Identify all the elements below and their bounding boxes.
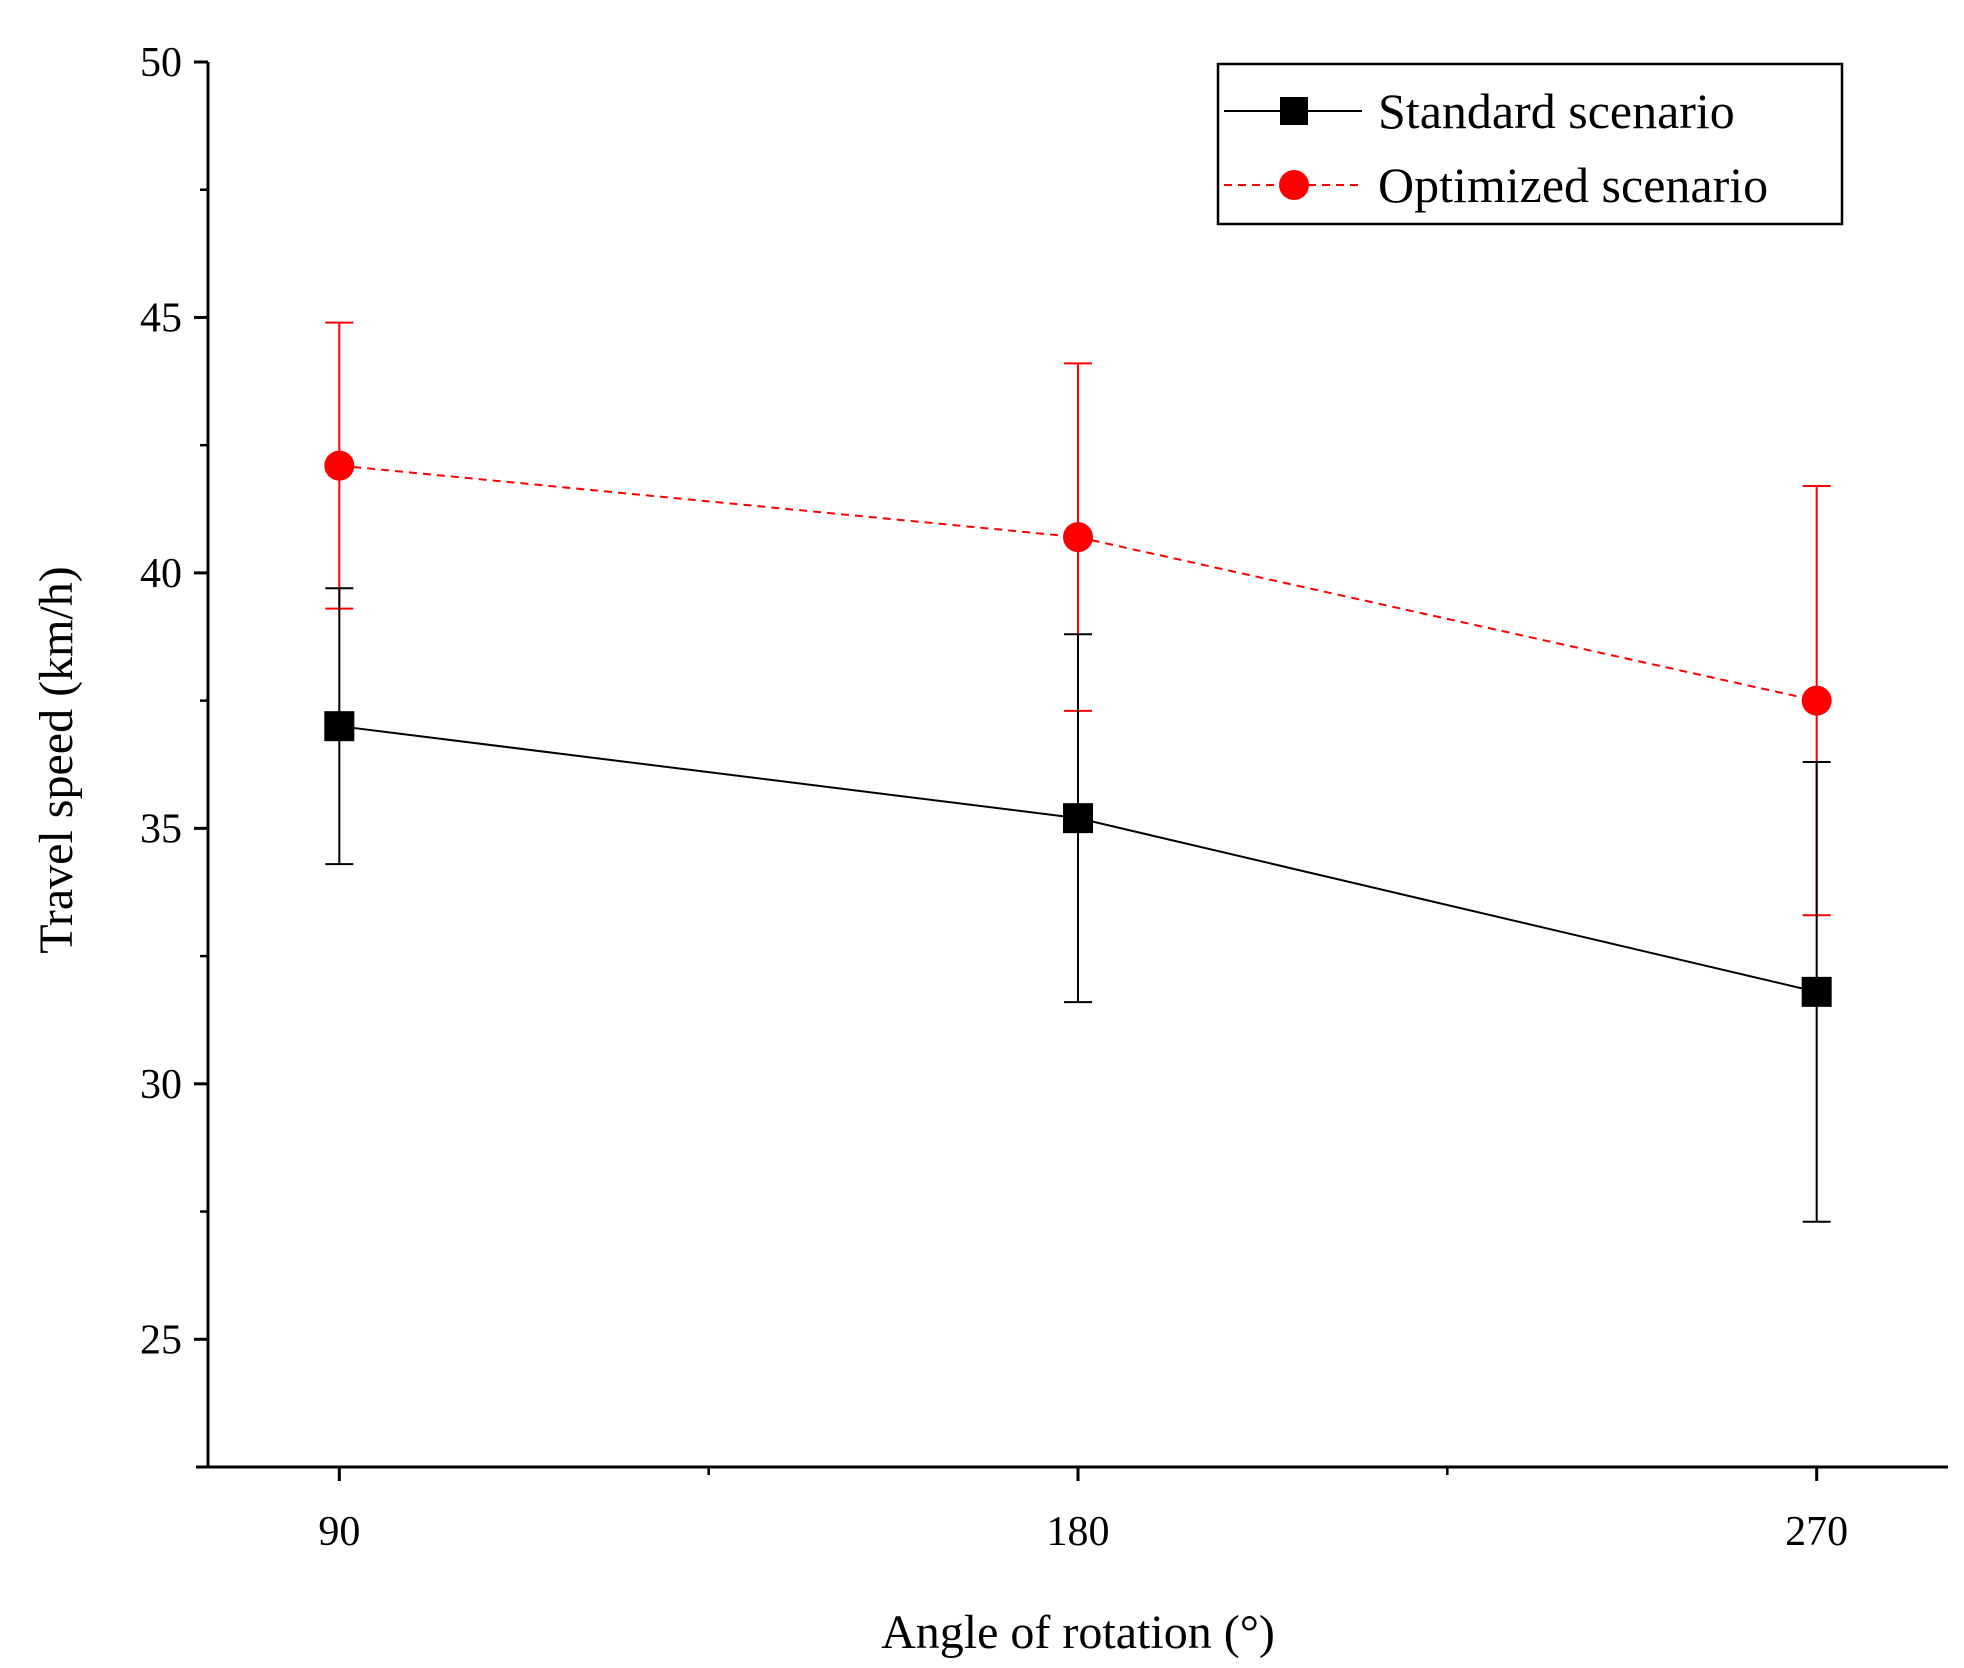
legend: Standard scenario Optimized scenario xyxy=(1216,62,1844,226)
x-tick-label: 90 xyxy=(318,1509,360,1555)
x-tick-label: 270 xyxy=(1785,1509,1848,1555)
y-tick-label: 45 xyxy=(140,295,182,341)
series-layer xyxy=(324,321,1832,1223)
y-tick-label: 25 xyxy=(140,1317,182,1363)
series-standard xyxy=(325,587,1831,1223)
data-point-standard xyxy=(1801,976,1832,1007)
data-point-standard xyxy=(1063,803,1093,834)
data-point-optimized xyxy=(324,450,355,481)
legend-marker-standard xyxy=(1280,97,1308,125)
legend-marker-optimized xyxy=(1279,170,1309,200)
y-tick-label: 40 xyxy=(140,551,182,597)
y-axis-title: Travel speed (km/h) xyxy=(30,566,83,954)
x-ticks: 90 180 270 xyxy=(318,1467,1848,1555)
data-point-optimized xyxy=(1801,685,1832,716)
x-axis-title: Angle of rotation (°) xyxy=(881,1606,1275,1659)
axes xyxy=(196,62,1948,1469)
legend-box xyxy=(1216,62,1844,226)
data-point-standard xyxy=(324,711,355,742)
legend-label-standard: Standard scenario xyxy=(1378,83,1735,139)
legend-label-optimized: Optimized scenario xyxy=(1378,157,1768,213)
data-point-optimized xyxy=(1063,522,1093,553)
x-tick-label: 180 xyxy=(1047,1509,1110,1555)
y-tick-label: 50 xyxy=(140,40,182,86)
y-tick-label: 30 xyxy=(140,1062,182,1108)
y-tick-label: 35 xyxy=(140,806,182,852)
y-ticks: 25 30 35 40 45 50 xyxy=(140,40,208,1363)
